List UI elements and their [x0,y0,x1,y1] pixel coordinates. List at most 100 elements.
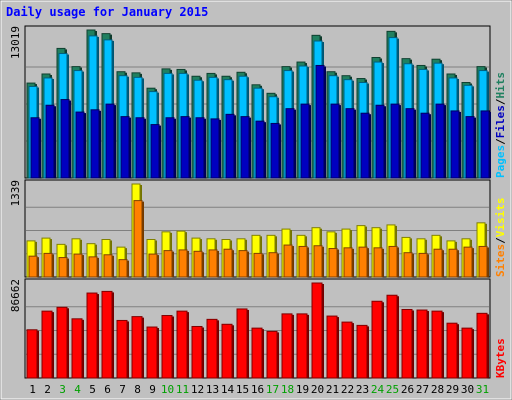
kbytes-side-legend: KBytes [494,338,507,378]
visits-bar-sites-day-11 [178,249,188,278]
kbytes-bar-kbytes-day-1 [26,329,38,379]
x-tick-label-day-1: 1 [29,383,36,396]
hits-bar-pages-day-20 [315,64,325,179]
kbytes-bar-kbytes-day-14 [221,323,233,379]
hits-legend-part: Hits [494,72,507,99]
x-tick-label-day-15: 15 [236,383,249,396]
kbytes-bar-kbytes-day-8 [131,316,143,379]
kbytes-bar-kbytes-day-12 [191,325,203,379]
x-tick-label-day-8: 8 [134,383,141,396]
hits-bar-pages-day-1 [30,117,40,179]
hits-bar-pages-day-11 [180,116,190,179]
hits-bar-pages-day-13 [210,118,220,179]
kbytes-bar-kbytes-day-21 [326,315,338,379]
kbytes-bar-kbytes-day-2 [41,310,53,379]
x-tick-label-day-31: 31 [476,383,489,396]
visits-bar-sites-day-15 [238,250,248,278]
visits-bar-sites-day-3 [58,257,68,278]
kbytes-bar-kbytes-day-24 [371,300,383,379]
kbytes-bar-kbytes-day-17 [266,330,278,379]
x-tick-label-day-19: 19 [296,383,309,396]
visits-max-label: 1339 [9,180,22,207]
visits-bar-sites-day-24 [373,247,383,278]
x-tick-label-day-25: 25 [386,383,399,396]
kbytes-bar-kbytes-day-27 [416,309,428,379]
kbytes-bar-kbytes-day-16 [251,327,263,379]
hits-bar-pages-day-31 [480,110,490,179]
visits-bar-sites-day-19 [298,245,308,278]
x-tick-label-day-16: 16 [251,383,264,396]
chart-title: Daily usage for January 2015 [6,5,208,19]
kbytes-bar-kbytes-day-11 [176,310,188,379]
kbytes-bar-kbytes-day-9 [146,326,158,379]
visits-bar-sites-day-1 [28,255,38,278]
hits-bar-pages-day-4 [75,111,85,179]
hits-bar-pages-day-23 [360,112,370,179]
visits-bar-sites-day-4 [73,253,83,278]
visits-bar-sites-day-14 [223,248,233,278]
kbytes-bar-kbytes-day-10 [161,315,173,379]
visits-bar-sites-day-20 [313,245,323,278]
kbytes-bar-kbytes-day-6 [101,290,113,379]
hits-bar-pages-day-3 [60,99,70,179]
hits-side-legend: Pages/Files/Hits [494,72,507,178]
visits-bar-sites-day-28 [433,248,443,278]
visits-legend-part: Sites [494,244,507,277]
x-tick-label-day-4: 4 [74,383,81,396]
kbytes-bar-kbytes-day-20 [311,282,323,379]
kbytes-bar-kbytes-day-22 [341,321,353,379]
visits-bar-sites-day-25 [388,245,398,278]
x-tick-label-day-10: 10 [161,383,174,396]
hits-bar-pages-day-18 [285,108,295,179]
kbytes-bar-kbytes-day-23 [356,324,368,379]
kbytes-bar-kbytes-day-19 [296,313,308,379]
hits-bar-pages-day-29 [450,110,460,179]
kbytes-bar-kbytes-day-30 [461,327,473,379]
hits-bar-pages-day-15 [240,116,250,179]
hits-bar-pages-day-19 [300,103,310,179]
hits-bar-pages-day-5 [90,109,100,179]
x-tick-label-day-30: 30 [461,383,474,396]
kbytes-bar-kbytes-day-25 [386,294,398,379]
visits-bar-sites-day-12 [193,250,203,278]
x-tick-label-day-22: 22 [341,383,354,396]
visits-legend-part: Visits [494,198,507,238]
visits-bar-sites-day-29 [448,248,458,278]
x-tick-label-day-12: 12 [191,383,204,396]
kbytes-bar-kbytes-day-13 [206,318,218,379]
visits-side-legend: Sites/Visits [494,198,507,278]
x-tick-label-day-2: 2 [44,383,51,396]
hits-bar-pages-day-12 [195,117,205,179]
hits-bar-pages-day-22 [345,108,355,179]
x-tick-label-day-3: 3 [59,383,66,396]
kbytes-bar-kbytes-day-29 [446,322,458,379]
visits-bar-sites-day-9 [148,253,158,278]
x-tick-label-day-7: 7 [119,383,126,396]
visits-bar-sites-day-31 [478,245,488,278]
visits-bar-sites-day-18 [283,244,293,278]
x-tick-label-day-21: 21 [326,383,339,396]
x-tick-label-day-18: 18 [281,383,294,396]
hits-bar-pages-day-16 [255,120,265,179]
kbytes-max-label: 86662 [9,279,22,312]
x-tick-label-day-13: 13 [206,383,219,396]
chart-bars [26,29,491,379]
hits-bar-pages-day-2 [45,104,55,179]
hits-bar-pages-day-17 [270,122,280,179]
hits-max-label: 13019 [9,26,22,59]
x-tick-label-day-27: 27 [416,383,429,396]
visits-legend-part: / [494,237,507,244]
hits-bar-pages-day-25 [390,103,400,179]
visits-bar-sites-day-5 [88,256,98,278]
x-tick-label-day-29: 29 [446,383,459,396]
hits-legend-part: Files [494,105,507,138]
hits-legend-part: Pages [494,145,507,178]
hits-bar-pages-day-7 [120,116,130,179]
x-tick-label-day-26: 26 [401,383,414,396]
visits-bar-sites-day-13 [208,249,218,278]
hits-bar-pages-day-26 [405,108,415,179]
kbytes-bar-kbytes-day-26 [401,308,413,379]
kbytes-bar-kbytes-day-4 [71,318,83,379]
